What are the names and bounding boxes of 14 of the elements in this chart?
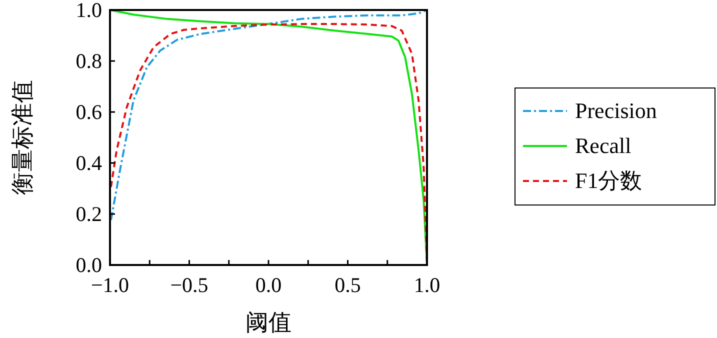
y-tick-label: 0.6 <box>76 100 102 124</box>
legend-label: F1分数 <box>575 168 642 193</box>
y-tick-label: 1.0 <box>76 0 102 22</box>
x-tick-label: −0.5 <box>170 273 208 297</box>
x-tick-label: 0.5 <box>334 273 361 297</box>
y-tick-label: 0.4 <box>76 151 102 175</box>
x-tick-label: 0.0 <box>255 273 282 297</box>
legend-label: Recall <box>575 133 632 158</box>
x-tick-label: 1.0 <box>414 273 440 297</box>
y-axis-title: 衡量标准值 <box>10 80 35 195</box>
legend-label: Precision <box>575 98 657 123</box>
y-tick-label: 0.8 <box>76 49 102 73</box>
y-tick-label: 0.2 <box>76 202 102 226</box>
x-axis-title: 阈值 <box>246 310 292 335</box>
